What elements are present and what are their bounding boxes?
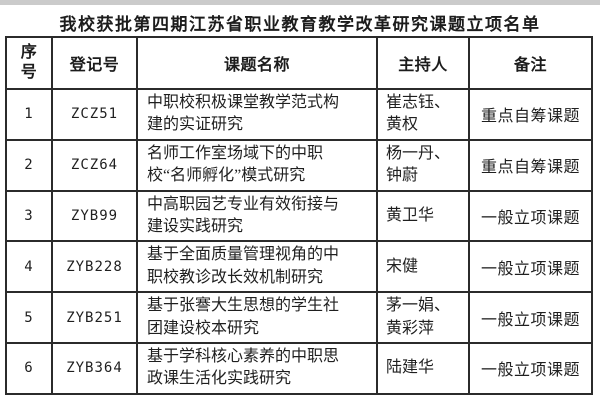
header-serial-number-label: 序号 [20,44,38,81]
leader-cell: 崔志钰、黄权 [376,88,470,141]
project-name-cell: 基于学科核心素养的中职思政课生活化实践研究 [136,341,378,395]
project-name-cell: 中高职园艺专业有效衔接与建设实践研究 [136,189,378,243]
header-registration-number: 登记号 [51,36,138,90]
page-title: 我校获批第四期江苏省职业教育教学改革研究课题立项名单 [59,15,541,34]
remark-cell: 一般立项课题 [468,240,593,294]
leader-cell: 茅一娟、黄彩萍 [376,291,470,344]
project-name-cell: 基于张謇大生思想的学生社团建设校本研究 [136,291,378,344]
table-row: 5 ZYB251 基于张謇大生思想的学生社团建设校本研究 茅一娟、黄彩萍 一般立… [5,291,593,344]
table-row: 1 ZCZ51 中职校积极课堂教学范式构建的实证研究 崔志钰、黄权 重点自筹课题 [5,88,593,141]
top-gray-strip [0,0,600,5]
leader-cell: 杨一丹、钟蔚 [376,138,470,192]
remark-cell: 一般立项课题 [468,341,593,395]
leader-cell: 陆建华 [376,341,470,395]
serial-number-cell: 5 [5,291,53,344]
remark-cell: 一般立项课题 [468,189,593,243]
serial-number-cell: 4 [5,240,53,294]
registration-number-cell: ZYB364 [51,341,138,395]
project-name-cell: 基于全面质量管理视角的中职校教诊改长效机制研究 [136,240,378,294]
approval-projects-table: 序号 登记号 课题名称 主持人 备注 1 ZCZ51 中职校积极课堂教学范式构建… [5,36,593,395]
serial-number-cell: 6 [5,341,53,395]
table-row: 4 ZYB228 基于全面质量管理视角的中职校教诊改长效机制研究 宋健 一般立项… [5,240,593,294]
serial-number-cell: 2 [5,138,53,192]
table-header-row: 序号 登记号 课题名称 主持人 备注 [5,36,593,90]
serial-number-cell: 1 [5,88,53,141]
registration-number-cell: ZYB251 [51,291,138,344]
table-row: 6 ZYB364 基于学科核心素养的中职思政课生活化实践研究 陆建华 一般立项课… [5,341,593,395]
header-serial-number: 序号 [5,36,53,90]
project-name-cell: 中职校积极课堂教学范式构建的实证研究 [136,88,378,141]
header-remark: 备注 [468,36,593,90]
header-project-name: 课题名称 [136,36,378,90]
project-name-cell: 名师工作室场域下的中职校“名师孵化”模式研究 [136,138,378,192]
serial-number-cell: 3 [5,189,53,243]
leader-cell: 宋健 [376,240,470,294]
registration-number-cell: ZCZ64 [51,138,138,192]
registration-number-cell: ZYB228 [51,240,138,294]
registration-number-cell: ZYB99 [51,189,138,243]
table-row: 2 ZCZ64 名师工作室场域下的中职校“名师孵化”模式研究 杨一丹、钟蔚 重点… [5,138,593,192]
leader-cell: 黄卫华 [376,189,470,243]
header-leader: 主持人 [376,36,470,90]
registration-number-cell: ZCZ51 [51,88,138,141]
remark-cell: 一般立项课题 [468,291,593,344]
remark-cell: 重点自筹课题 [468,88,593,141]
remark-cell: 重点自筹课题 [468,138,593,192]
table-row: 3 ZYB99 中高职园艺专业有效衔接与建设实践研究 黄卫华 一般立项课题 [5,189,593,243]
